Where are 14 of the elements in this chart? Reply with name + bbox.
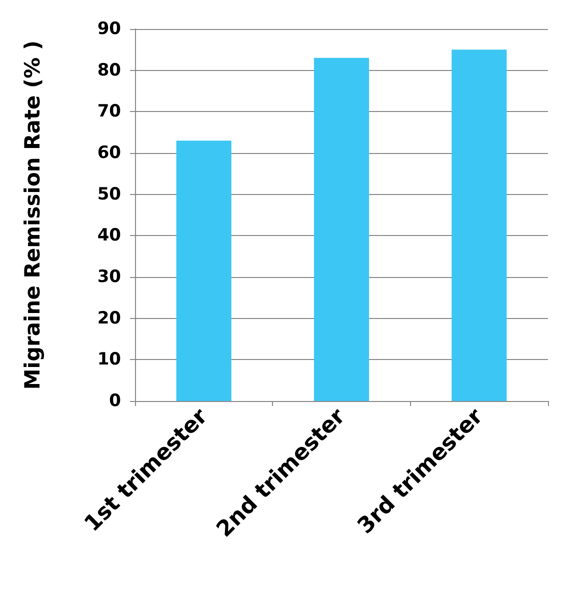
y-tick-label: 0 [109,391,122,411]
y-tick-label: 70 [97,102,122,122]
bar [314,58,370,401]
y-tick-label: 60 [97,143,122,163]
y-tick-label: 50 [97,184,122,204]
bar [176,140,232,401]
y-tick-label: 40 [97,226,122,246]
y-tick-label: 30 [97,267,122,287]
y-tick-label: 80 [97,60,122,80]
y-tick-label: 20 [97,308,122,328]
y-axis-title: Migraine Remission Rate (% ) [20,40,44,390]
bar [452,50,507,401]
y-tick-label: 90 [97,19,122,39]
y-tick-label: 10 [97,350,122,370]
